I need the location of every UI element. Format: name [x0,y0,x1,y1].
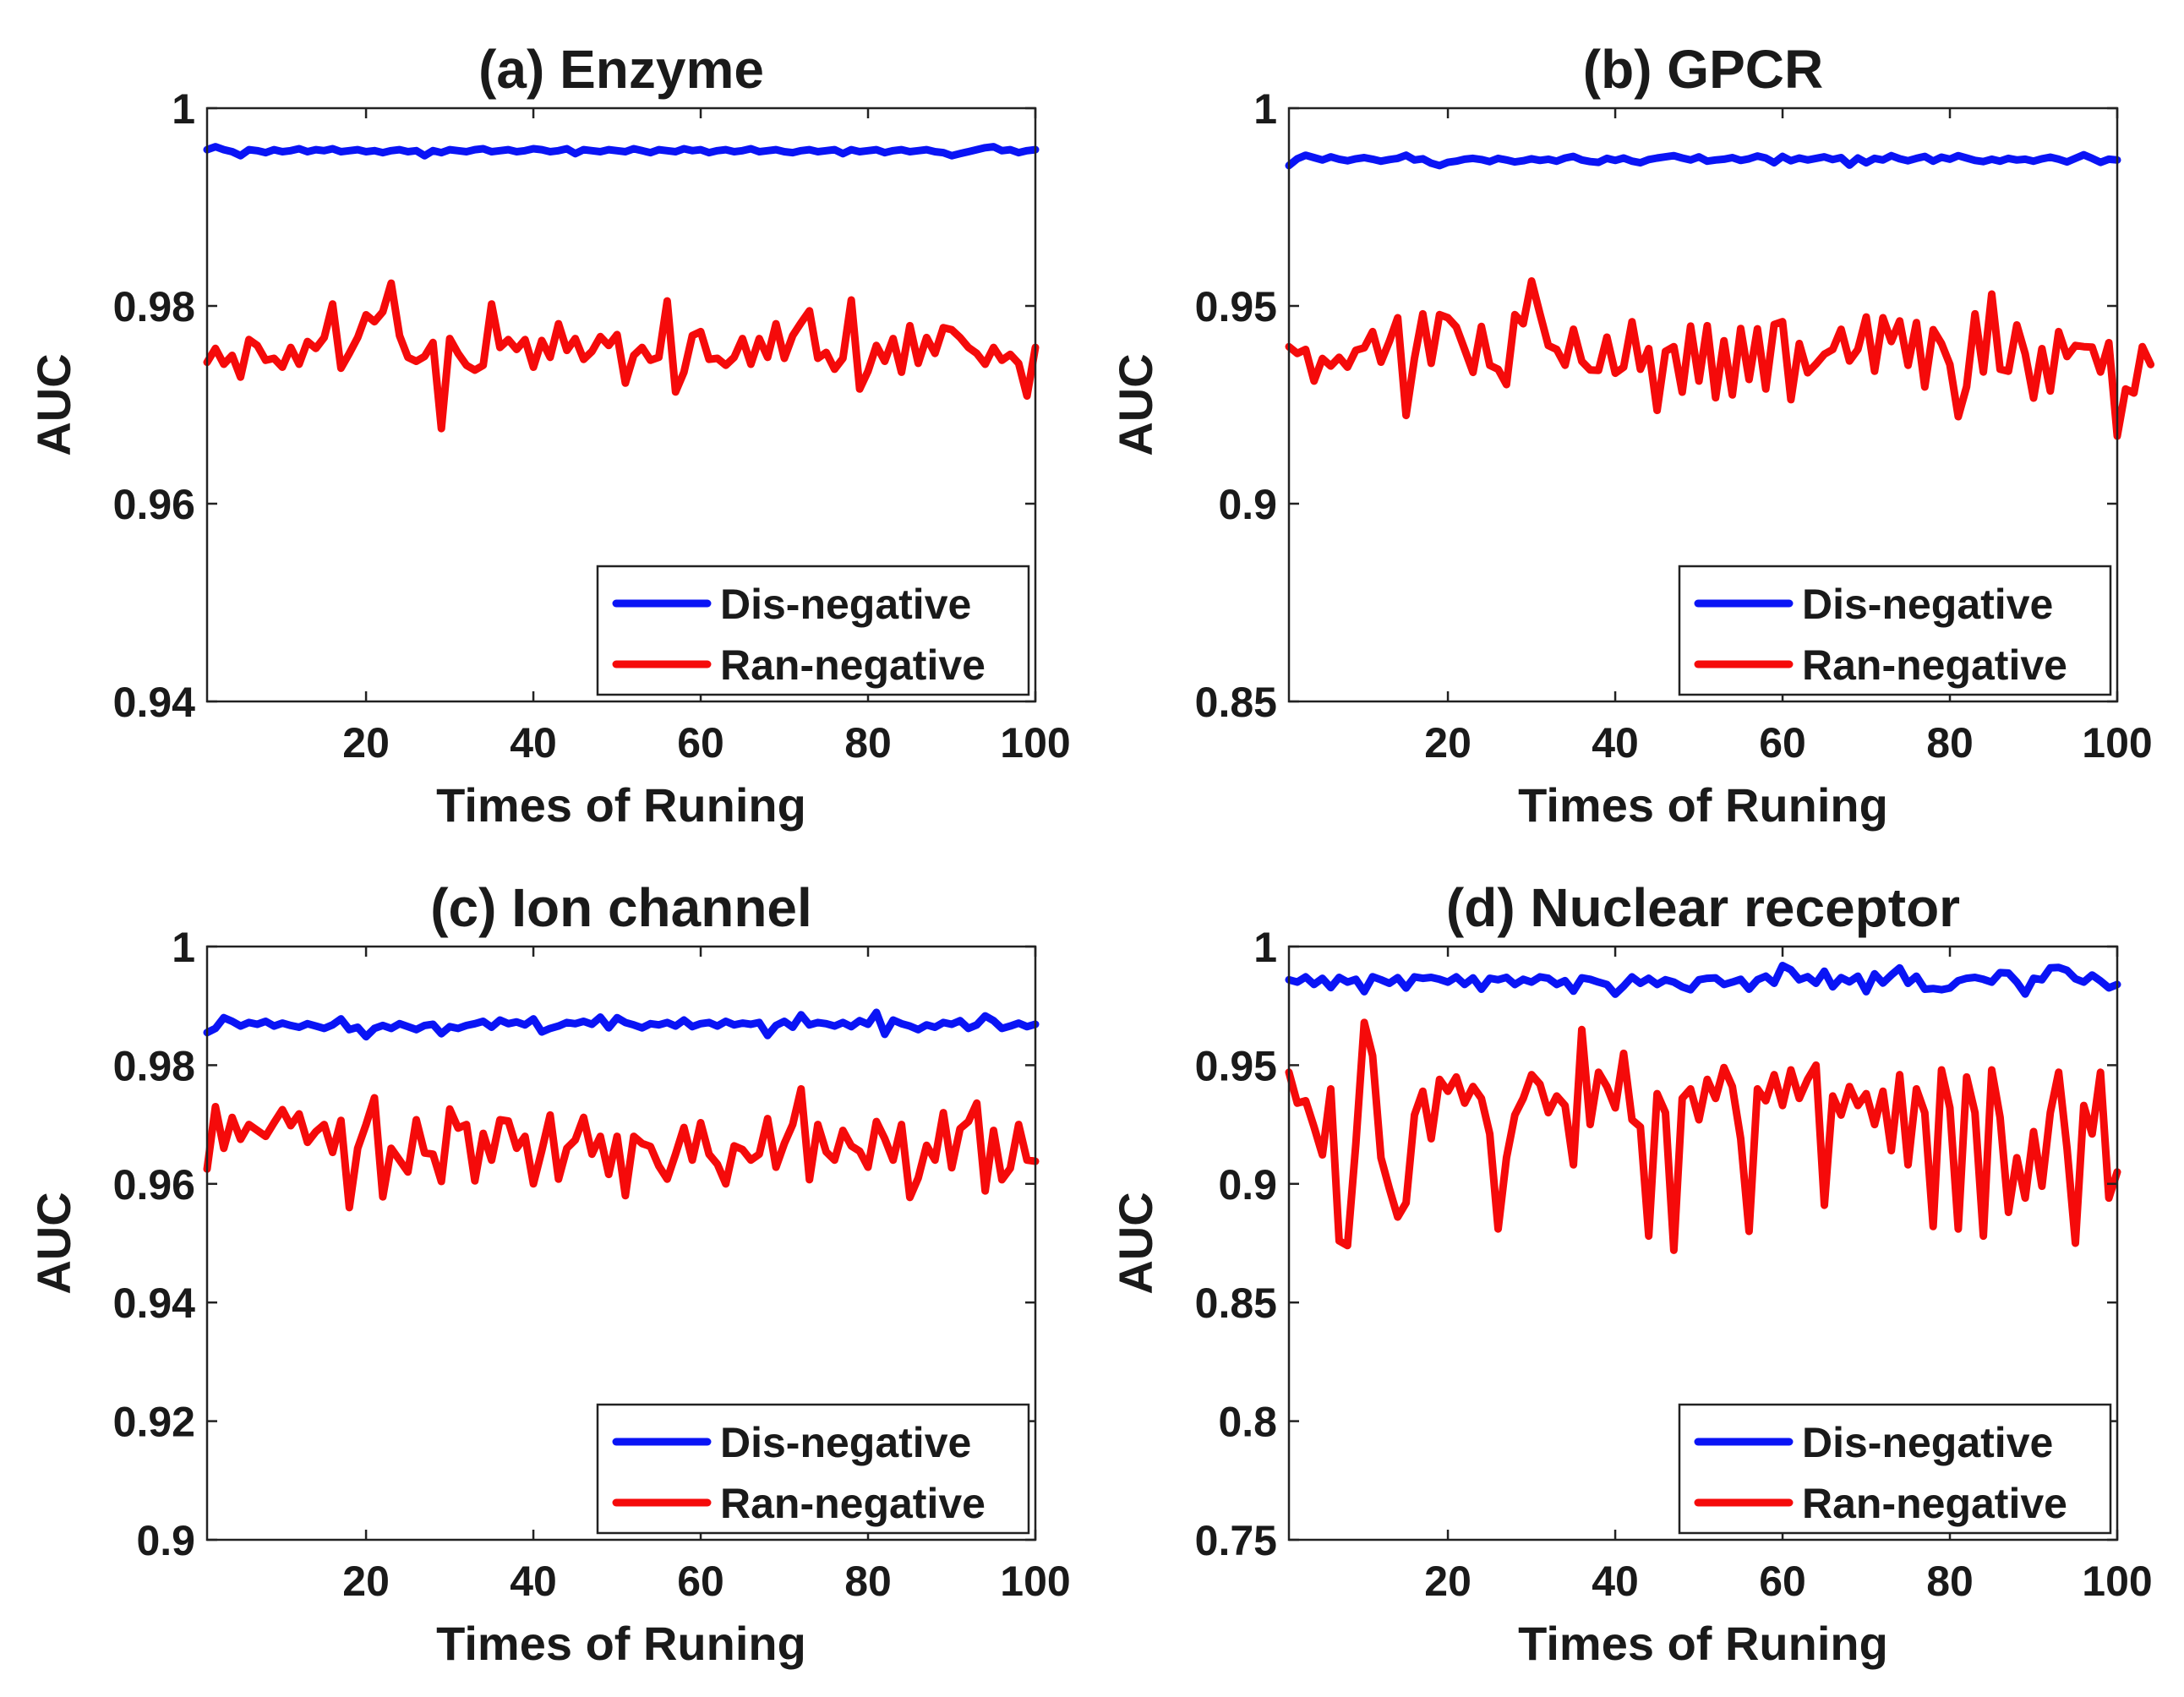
x-axis-label: Times of Runing [1518,1617,1888,1670]
series-line-dis-negative [207,147,1035,156]
y-tick-label: 0.94 [113,679,196,726]
y-tick-label: 1 [1253,924,1277,971]
y-axis-label: AUC [27,1192,80,1294]
legend: Dis-negative Ran-negative [598,566,1029,695]
y-tick-label: 0.96 [113,481,195,528]
x-tick-label: 20 [1424,719,1471,767]
series-line-ran-negative [1289,1023,2117,1251]
chart-title: (b) GPCR [1583,39,1823,100]
legend: Dis-negative Ran-negative [1679,566,2110,695]
y-tick-label: 0.75 [1195,1517,1277,1564]
x-tick-label: 100 [1000,719,1070,767]
x-tick-label: 100 [1000,1558,1070,1605]
x-tick-label: 80 [1926,719,1974,767]
y-tick-label: 0.92 [113,1399,195,1446]
x-axis-label: Times of Runing [436,778,806,832]
series-line-dis-negative [1289,155,2117,166]
legend-label-dis-negative: Dis-negative [720,1419,971,1466]
panel-enzyme: 20 40 60 80 100 0.94 0.96 0.98 1 (a) Enzyme Times … [27,39,1071,832]
y-tick-label: 0.94 [113,1280,196,1327]
y-tick-label: 0.98 [113,283,195,330]
y-tick-label: 1 [172,85,195,133]
y-tick-label: 1 [172,924,195,971]
x-tick-label: 20 [342,1558,390,1605]
y-tick-label: 0.9 [136,1517,195,1564]
series-line-dis-negative [1289,966,2117,995]
series-line-ran-negative [207,1089,1035,1208]
panel-nuclear-receptor: 20 40 60 80 100 0.75 0.8 0.85 0.9 0.95 1 (d) Nuclea… [1109,877,2153,1670]
y-axis-label: AUC [1109,1192,1162,1294]
y-tick-label: 0.85 [1195,679,1277,726]
y-tick-label: 0.96 [113,1161,195,1209]
series-line-dis-negative [207,1012,1035,1037]
y-tick-label: 0.8 [1218,1399,1277,1446]
y-axis-label: AUC [27,353,80,456]
x-tick-label: 100 [2082,719,2152,767]
y-tick-label: 0.9 [1218,481,1277,528]
chart-title: (d) Nuclear receptor [1446,877,1960,938]
panel-ion-channel: 20 40 60 80 100 0.9 0.92 0.94 0.96 0.98 1 (c) Ion c… [27,877,1071,1670]
legend-label-dis-negative: Dis-negative [1802,581,2053,628]
y-tick-label: 1 [1253,85,1277,133]
x-tick-label: 40 [510,719,557,767]
x-tick-label: 80 [1926,1558,1974,1605]
y-tick-label: 0.98 [113,1042,195,1089]
x-tick-label: 80 [844,719,892,767]
legend-label-ran-negative: Ran-negative [720,1480,986,1527]
chart-title: (a) Enzyme [478,39,764,100]
figure: 20 40 60 80 100 0.94 0.96 0.98 1 (a) Enzyme Times … [0,0,2184,1697]
y-tick-label: 0.9 [1218,1161,1277,1209]
legend-label-dis-negative: Dis-negative [720,581,971,628]
legend: Dis-negative Ran-negative [598,1405,1029,1533]
chart-title: (c) Ion channel [430,877,812,938]
x-axis-label: Times of Runing [1518,778,1888,832]
legend: Dis-negative Ran-negative [1679,1405,2110,1533]
x-tick-label: 40 [1592,719,1639,767]
x-tick-label: 80 [844,1558,892,1605]
x-tick-label: 20 [342,719,390,767]
y-tick-label: 0.95 [1195,283,1277,330]
legend-label-ran-negative: Ran-negative [720,641,986,689]
x-tick-label: 60 [677,719,724,767]
x-tick-label: 40 [510,1558,557,1605]
legend-label-ran-negative: Ran-negative [1802,1480,2067,1527]
x-tick-label: 40 [1592,1558,1639,1605]
x-tick-label: 60 [1759,1558,1806,1605]
y-axis-label: AUC [1109,353,1162,456]
panel-gpcr: 20 40 60 80 100 0.85 0.9 0.95 1 (b) GPCR Times of … [1109,39,2153,832]
x-tick-label: 100 [2082,1558,2152,1605]
legend-label-dis-negative: Dis-negative [1802,1419,2053,1466]
y-tick-label: 0.85 [1195,1280,1277,1327]
legend-label-ran-negative: Ran-negative [1802,641,2067,689]
x-axis-label: Times of Runing [436,1617,806,1670]
y-tick-label: 0.95 [1195,1042,1277,1089]
series-line-ran-negative [1289,281,2151,437]
x-tick-label: 60 [1759,719,1806,767]
series-line-ran-negative [207,283,1035,428]
x-tick-label: 20 [1424,1558,1471,1605]
x-tick-label: 60 [677,1558,724,1605]
